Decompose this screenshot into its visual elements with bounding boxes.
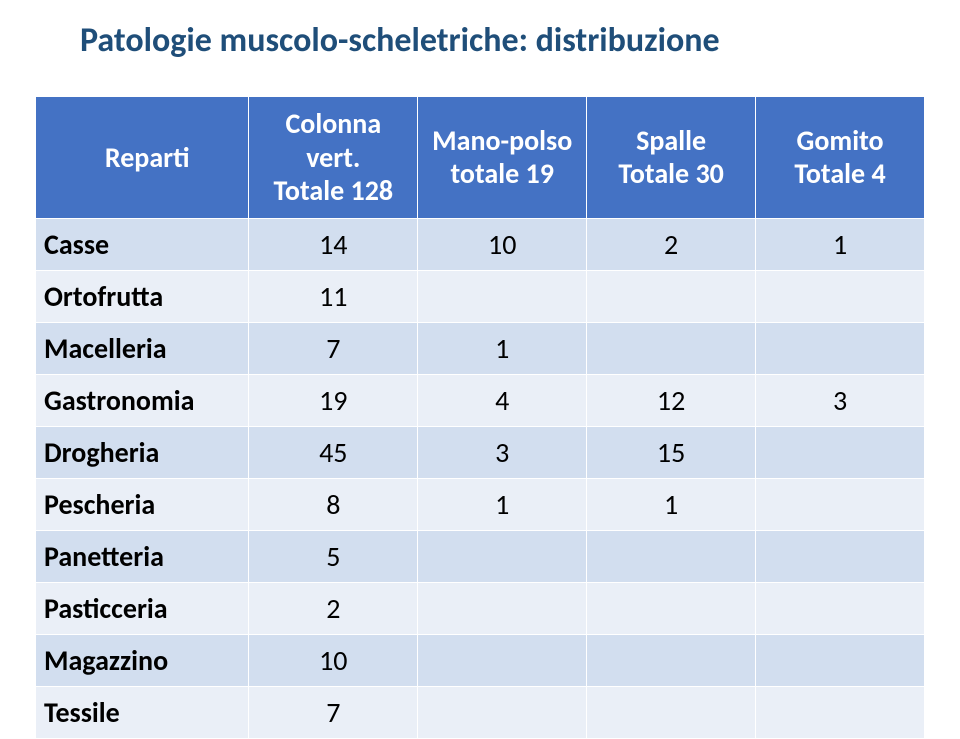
header-line2: Totale 128 bbox=[273, 173, 393, 208]
cell: 1 bbox=[756, 218, 925, 270]
row-label: Casse bbox=[36, 218, 249, 270]
cell: 10 bbox=[418, 218, 587, 270]
cell: 45 bbox=[249, 426, 418, 478]
cell: 2 bbox=[249, 582, 418, 634]
cell bbox=[587, 530, 756, 582]
cell bbox=[756, 426, 925, 478]
table-row: Magazzino 10 bbox=[36, 634, 925, 686]
table-row: Pescheria 8 1 1 bbox=[36, 478, 925, 530]
table-row: Pasticceria 2 bbox=[36, 582, 925, 634]
cell: 3 bbox=[418, 426, 587, 478]
cell bbox=[418, 634, 587, 686]
table-header-row: Reparti Colonna vert. Totale 128 Mano-po… bbox=[36, 97, 925, 219]
row-label: Gastronomia bbox=[36, 374, 249, 426]
header-line1: Reparti bbox=[105, 140, 190, 175]
table-row: Drogheria 45 3 15 bbox=[36, 426, 925, 478]
header-spalle: Spalle Totale 30 bbox=[587, 97, 756, 219]
cell: 1 bbox=[587, 478, 756, 530]
header-mano: Mano-polso totale 19 bbox=[418, 97, 587, 219]
cell bbox=[756, 478, 925, 530]
row-label: Ortofrutta bbox=[36, 270, 249, 322]
header-gomito: Gomito Totale 4 bbox=[756, 97, 925, 219]
header-line1: Spalle bbox=[636, 123, 706, 158]
cell bbox=[756, 582, 925, 634]
header-line1: Colonna vert. bbox=[285, 106, 381, 175]
table-row: Tessile 7 bbox=[36, 686, 925, 738]
header-line1: Mano-polso bbox=[432, 123, 572, 158]
cell bbox=[587, 582, 756, 634]
cell bbox=[418, 270, 587, 322]
header-line2: Totale 30 bbox=[618, 156, 723, 191]
cell: 12 bbox=[587, 374, 756, 426]
header-line1: Gomito bbox=[797, 123, 884, 158]
cell: 8 bbox=[249, 478, 418, 530]
header-line2: totale 19 bbox=[451, 156, 554, 191]
row-label: Pasticceria bbox=[36, 582, 249, 634]
cell bbox=[418, 530, 587, 582]
table-row: Ortofrutta 11 bbox=[36, 270, 925, 322]
cell: 14 bbox=[249, 218, 418, 270]
cell bbox=[418, 686, 587, 738]
cell: 19 bbox=[249, 374, 418, 426]
cell bbox=[587, 270, 756, 322]
table-row: Gastronomia 19 4 12 3 bbox=[36, 374, 925, 426]
row-label: Panetteria bbox=[36, 530, 249, 582]
cell bbox=[756, 686, 925, 738]
cell bbox=[756, 530, 925, 582]
cell: 15 bbox=[587, 426, 756, 478]
cell bbox=[587, 322, 756, 374]
cell: 4 bbox=[418, 374, 587, 426]
cell bbox=[418, 582, 587, 634]
row-label: Drogheria bbox=[36, 426, 249, 478]
table-row: Macelleria 7 1 bbox=[36, 322, 925, 374]
row-label: Tessile bbox=[36, 686, 249, 738]
cell: 1 bbox=[418, 478, 587, 530]
cell: 10 bbox=[249, 634, 418, 686]
cell: 7 bbox=[249, 686, 418, 738]
table-body: Casse 14 10 2 1 Ortofrutta 11 Macelleria… bbox=[36, 218, 925, 738]
header-reparti: Reparti bbox=[36, 97, 249, 219]
cell: 3 bbox=[756, 374, 925, 426]
page-title: Patologie muscolo-scheletriche: distribu… bbox=[80, 20, 925, 61]
cell: 11 bbox=[249, 270, 418, 322]
table-row: Panetteria 5 bbox=[36, 530, 925, 582]
cell bbox=[756, 634, 925, 686]
distribution-table: Reparti Colonna vert. Totale 128 Mano-po… bbox=[35, 96, 925, 739]
header-line2: Totale 4 bbox=[794, 156, 885, 191]
cell bbox=[587, 634, 756, 686]
cell: 2 bbox=[587, 218, 756, 270]
cell bbox=[587, 686, 756, 738]
cell bbox=[756, 322, 925, 374]
row-label: Magazzino bbox=[36, 634, 249, 686]
cell: 5 bbox=[249, 530, 418, 582]
cell: 1 bbox=[418, 322, 587, 374]
header-colonna: Colonna vert. Totale 128 bbox=[249, 97, 418, 219]
table-row: Casse 14 10 2 1 bbox=[36, 218, 925, 270]
cell bbox=[756, 270, 925, 322]
cell: 7 bbox=[249, 322, 418, 374]
row-label: Macelleria bbox=[36, 322, 249, 374]
row-label: Pescheria bbox=[36, 478, 249, 530]
